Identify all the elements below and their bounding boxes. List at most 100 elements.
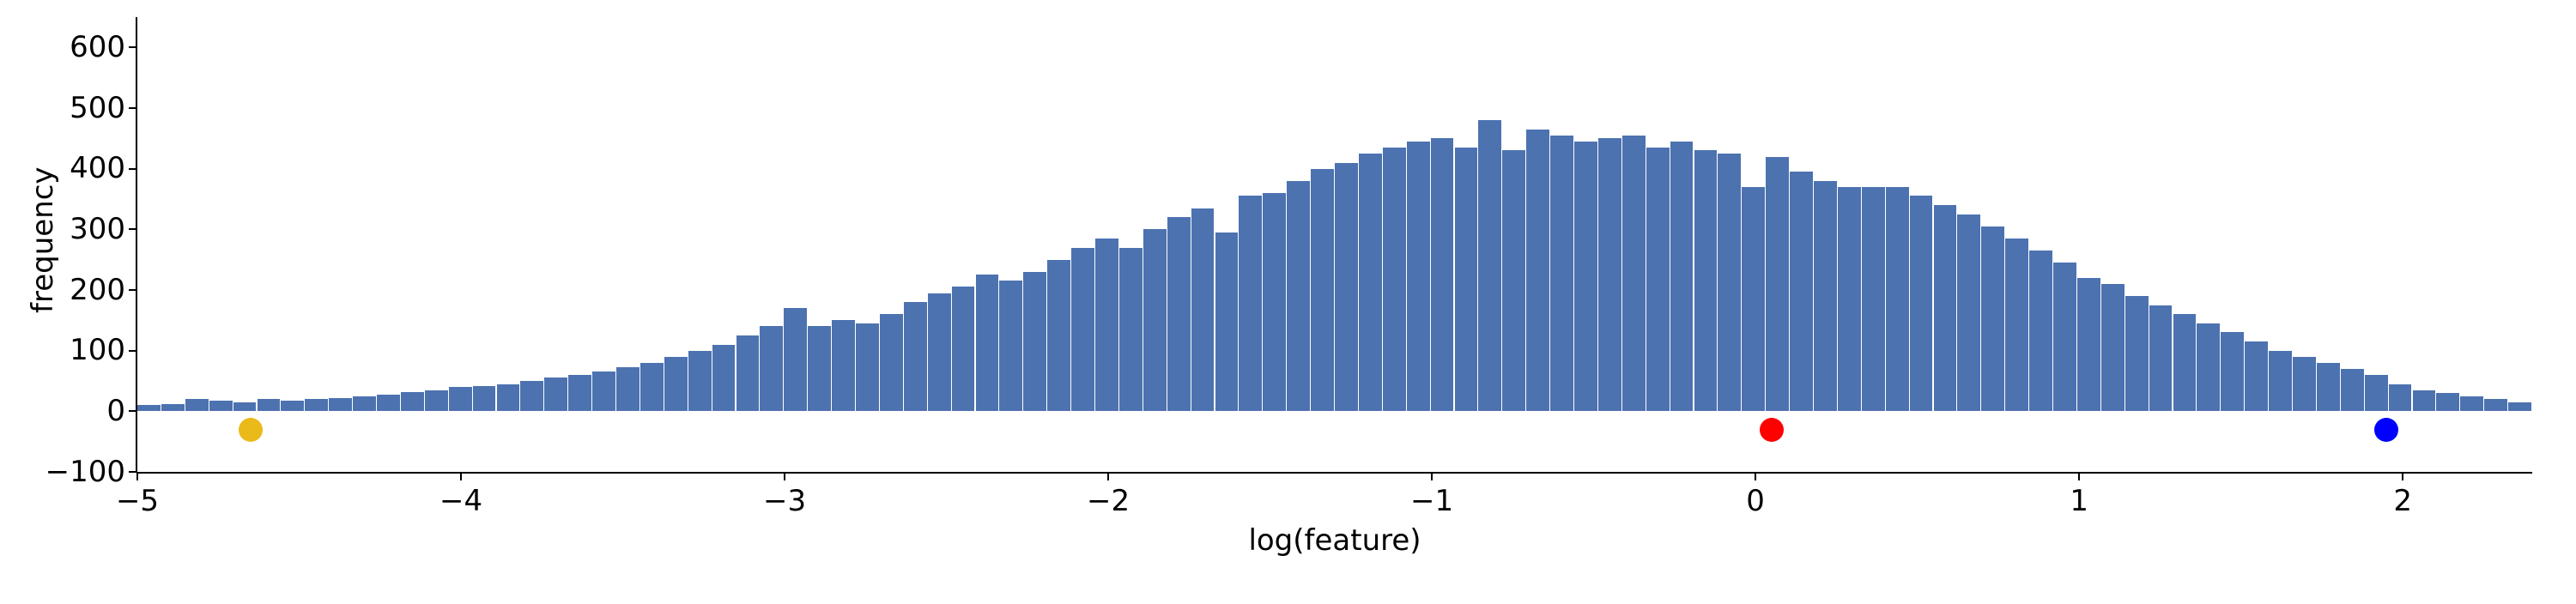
histogram-bar [999,281,1023,411]
histogram-bar [1455,148,1479,411]
scatter-marker-2 [2374,418,2398,442]
histogram-bar [2484,399,2508,411]
x-axis-label: log(feature) [137,523,2532,558]
y-tick-mark [129,410,137,412]
scatter-marker-0 [239,418,263,442]
histogram-bar [880,314,904,411]
x-tick-mark [1431,472,1433,480]
histogram-bar [2365,375,2389,411]
histogram-bar [1215,233,1240,411]
histogram-bar [1263,193,1287,411]
histogram-bar [2077,278,2101,411]
histogram-bar [1407,142,1431,411]
histogram-bar [2197,323,2221,411]
x-tick-label: 1 [2045,484,2113,518]
histogram-bar [1167,217,1191,411]
histogram-bar [2005,239,2029,411]
histogram-bar [1071,248,1095,412]
histogram-bar [1886,187,1910,411]
histogram-bar [2389,384,2413,412]
y-tick-label: 400 [70,151,125,185]
histogram-bar [904,302,928,411]
histogram-bar [1335,163,1359,412]
y-axis-label: frequency [26,166,60,313]
histogram-bar [976,275,1000,411]
histogram-bar [568,375,592,411]
histogram-bar [1119,248,1143,412]
histogram-bar [1502,150,1526,411]
x-tick-label: −4 [427,484,495,518]
histogram-bar [1550,136,1574,412]
y-tick-label: 200 [70,273,125,307]
histogram-bar [952,287,976,411]
histogram-bar [1694,150,1718,411]
histogram-bar [1646,148,1670,411]
histogram-bar [1814,181,1838,412]
histogram-bar [1526,130,1550,412]
histogram-bar [2149,305,2173,412]
histogram-bar [808,326,832,411]
y-tick-mark [129,107,137,109]
histogram-bar [449,387,473,411]
histogram-bar [1981,226,2005,412]
y-tick-label: 600 [70,30,125,64]
y-tick-label: 0 [106,394,125,428]
histogram-bar [760,326,784,411]
histogram-bar [2508,402,2532,412]
histogram-bar [1622,136,1646,412]
histogram-bar [258,399,282,411]
histogram-bar [640,363,664,412]
histogram-bar [1598,138,1622,411]
histogram-bar [688,351,712,412]
histogram-bar [1742,187,1766,411]
histogram-bar [1383,148,1407,411]
x-tick-label: −3 [750,484,819,518]
histogram-bar [712,345,736,412]
x-tick-label: 2 [2368,484,2437,518]
histogram-bar [2125,296,2149,411]
histogram-bar [2317,363,2341,412]
y-tick-mark [129,168,137,170]
histogram-bar [1191,208,1215,412]
histogram-bar [2101,284,2125,411]
histogram-bar [2173,314,2197,411]
histogram-chart: −5−4−3−2−1012 −1000100200300400500600 fr… [0,0,2576,604]
histogram-bar [1095,239,1119,411]
histogram-bar [2293,357,2317,412]
y-tick-label: 300 [70,212,125,246]
histogram-bar [1934,205,1958,411]
x-tick-mark [2402,472,2403,480]
histogram-bar [401,392,425,412]
x-tick-mark [2078,472,2080,480]
histogram-bar [2413,390,2437,412]
x-tick-label: −2 [1074,484,1143,518]
y-tick-mark [129,289,137,291]
y-tick-label: 500 [70,91,125,125]
x-tick-mark [1755,472,1756,480]
histogram-bar [305,399,329,411]
x-tick-label: −5 [103,484,172,518]
histogram-bar [1478,120,1502,411]
histogram-bar [2460,396,2484,412]
histogram-bar [185,399,209,411]
histogram-bar [544,378,568,411]
histogram-bar [592,371,616,411]
histogram-bar [1790,172,1814,411]
histogram-bar [2245,341,2269,411]
histogram-bar [664,357,688,412]
histogram-bar [1957,214,1981,412]
histogram-bar [520,381,544,411]
x-tick-mark [1107,472,1109,480]
histogram-bar [329,398,353,412]
histogram-bar [616,367,640,411]
histogram-bar [1359,154,1383,411]
histogram-bar [1047,260,1071,412]
histogram-bar [281,401,305,412]
x-tick-mark [784,472,785,480]
y-tick-mark [129,46,137,48]
histogram-bar [2436,393,2460,411]
histogram-bar [1239,196,1263,411]
y-tick-label: −100 [45,455,125,489]
y-tick-mark [129,471,137,473]
histogram-bar [784,308,808,411]
